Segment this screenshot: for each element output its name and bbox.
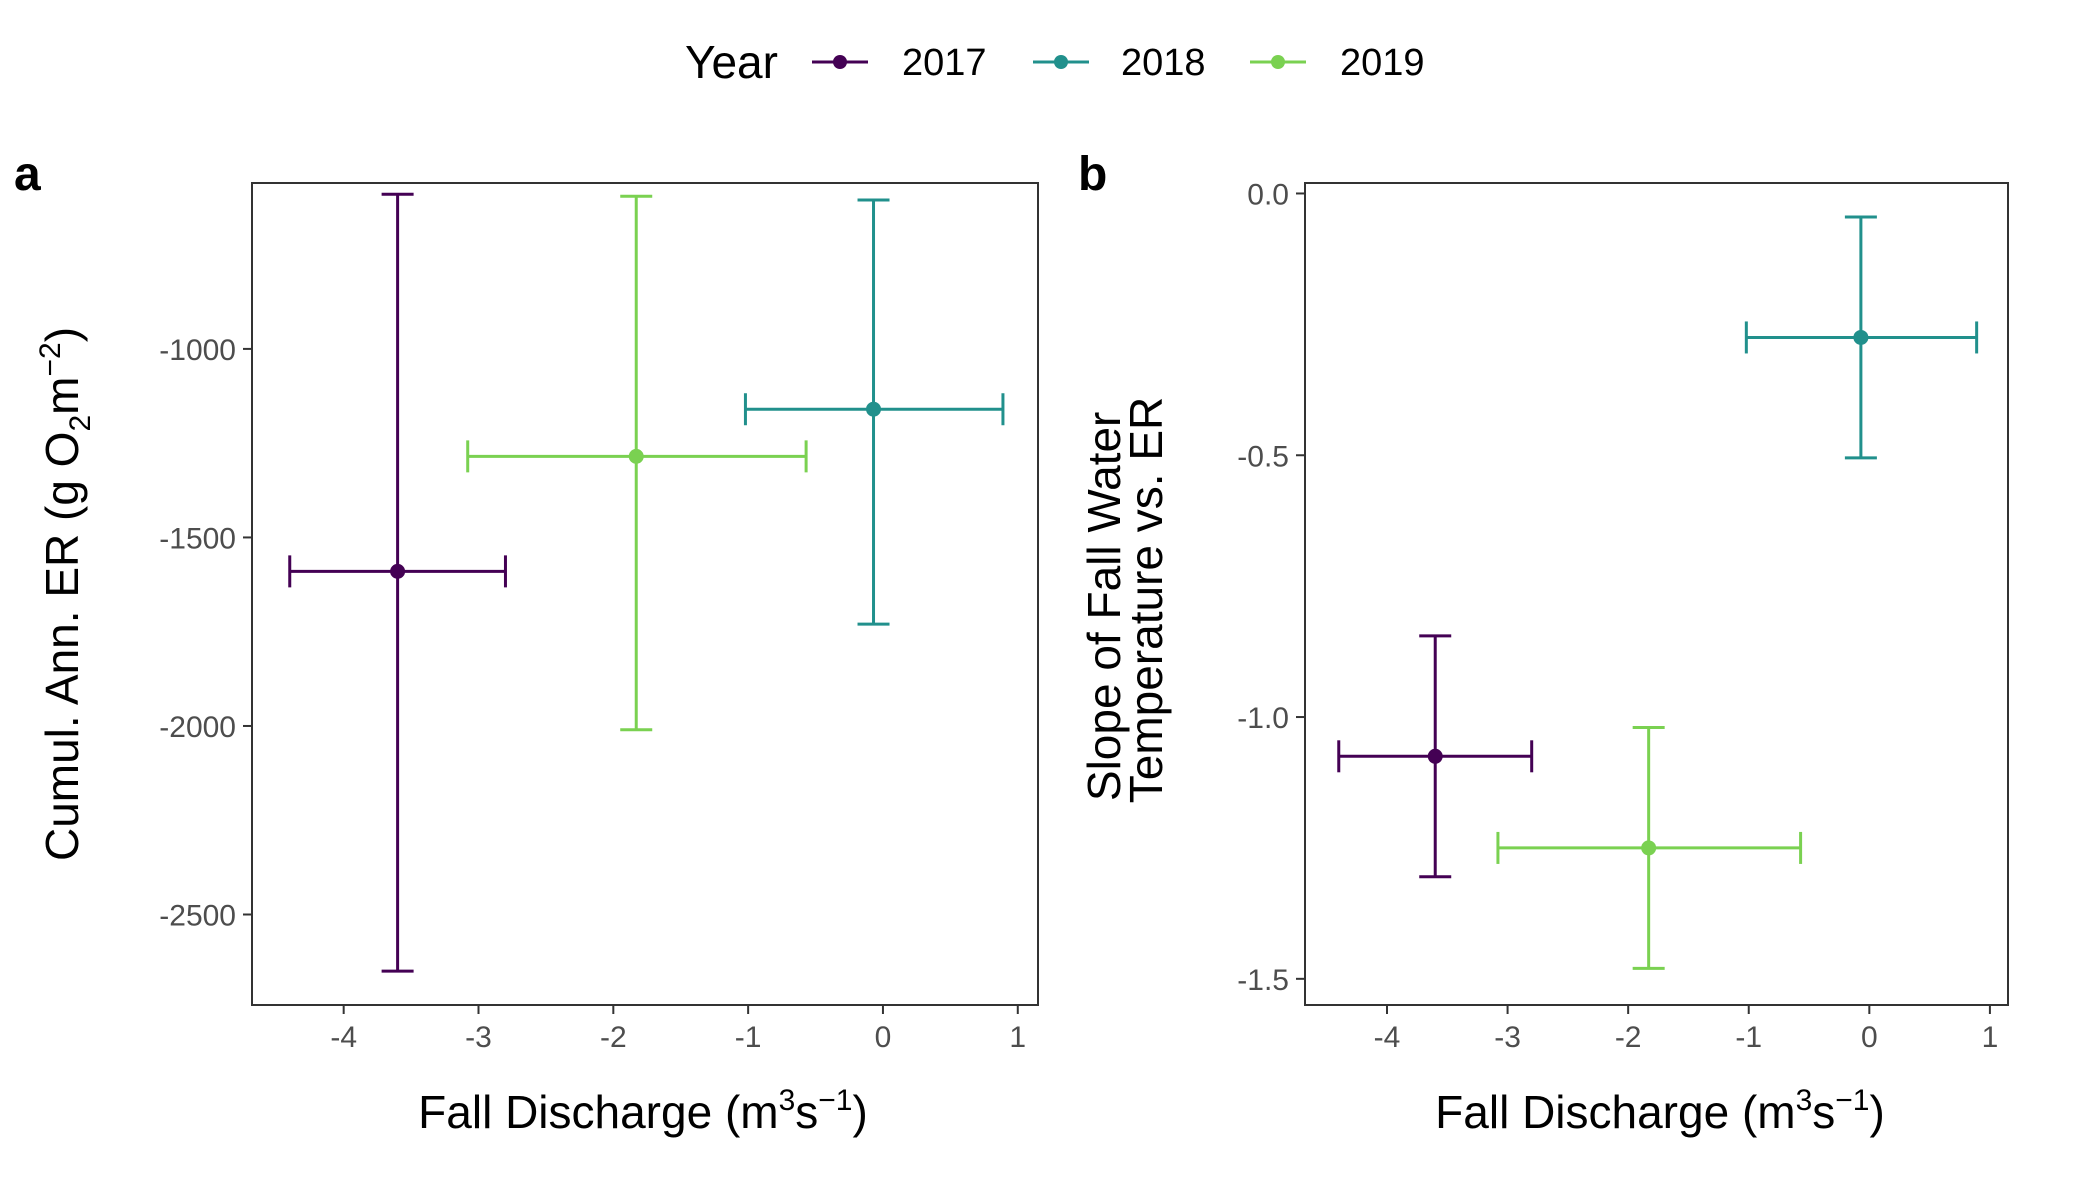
y-tick-label-a: -2000 (159, 711, 236, 744)
legend-entry-2017[interactable]: 2017 (812, 42, 987, 84)
series-2018-b (1744, 215, 1979, 460)
series-2019-b (1496, 726, 1803, 970)
series-2017-a (288, 192, 507, 973)
legend-label-2019: 2019 (1340, 42, 1425, 84)
x-tick-label-a: 1 (1009, 1021, 1026, 1054)
x-tick-label-a: -1 (735, 1021, 762, 1054)
x-tick-label-b: -1 (1735, 1021, 1762, 1054)
data-point-2017[interactable] (390, 563, 406, 579)
y-tick-label-b: 0.0 (1247, 178, 1289, 211)
legend-entry-2018[interactable]: 2018 (1033, 42, 1206, 84)
legend-title: Year (685, 36, 778, 88)
x-tick-label-b: -3 (1494, 1021, 1521, 1054)
series-2017-b (1337, 634, 1534, 879)
y-tick-label-b: -0.5 (1237, 440, 1289, 473)
panel-letter-a: a (14, 148, 41, 201)
x-tick-label-a: -2 (600, 1021, 627, 1054)
y-tick-label-a: -1000 (159, 334, 236, 367)
y-axis-title-a: Cumul. Ann. ER (g O2m−2) (34, 327, 97, 861)
panel-letter-b: b (1078, 148, 1107, 201)
x-tick-label-a: 0 (875, 1021, 892, 1054)
y-axis-title-b: Slope of Fall Water Temperature vs. ER (1078, 397, 1172, 803)
y-tick-label-a: -2500 (159, 900, 236, 933)
x-tick-label-b: -4 (1374, 1021, 1401, 1054)
series-2019-a (466, 194, 808, 732)
y-tick-label-b: -1.0 (1237, 702, 1289, 735)
plot-panel-a: -4 -3 -2 -1 0 1 -1000 -1500 -2000 -2500 (159, 182, 1039, 1054)
data-point-2018[interactable] (1853, 329, 1869, 345)
x-tick-label-b: 0 (1861, 1021, 1878, 1054)
legend-key-point-2017 (833, 55, 847, 69)
y-tick-label-a: -1500 (159, 522, 236, 555)
legend-entry-2019[interactable]: 2019 (1250, 42, 1425, 84)
x-tick-label-b: 1 (1982, 1021, 1999, 1054)
x-axis-title-a: Fall Discharge (m3s−1) (418, 1084, 868, 1138)
legend-label-2018: 2018 (1121, 42, 1206, 84)
x-tick-label-a: -3 (465, 1021, 492, 1054)
legend: Year 2017 2018 2019 (685, 36, 1425, 88)
x-tick-label-b: -2 (1615, 1021, 1642, 1054)
series-2018-a (743, 198, 1005, 626)
y-tick-label-b: -1.5 (1237, 964, 1289, 997)
plot-border-a (251, 182, 1039, 1006)
x-tick-label-a: -4 (330, 1021, 357, 1054)
data-point-2019[interactable] (628, 448, 644, 464)
data-point-2018[interactable] (866, 401, 882, 417)
legend-label-2017: 2017 (902, 42, 987, 84)
data-point-2019[interactable] (1641, 840, 1657, 856)
legend-key-point-2019 (1271, 55, 1285, 69)
x-axis-title-b: Fall Discharge (m3s−1) (1435, 1084, 1885, 1138)
legend-key-point-2018 (1054, 55, 1068, 69)
data-point-2017[interactable] (1427, 748, 1443, 764)
plot-border-b (1304, 182, 2009, 1006)
plot-panel-b: -4 -3 -2 -1 0 1 0.0 -0.5 -1.0 -1.5 (1237, 178, 2009, 1054)
